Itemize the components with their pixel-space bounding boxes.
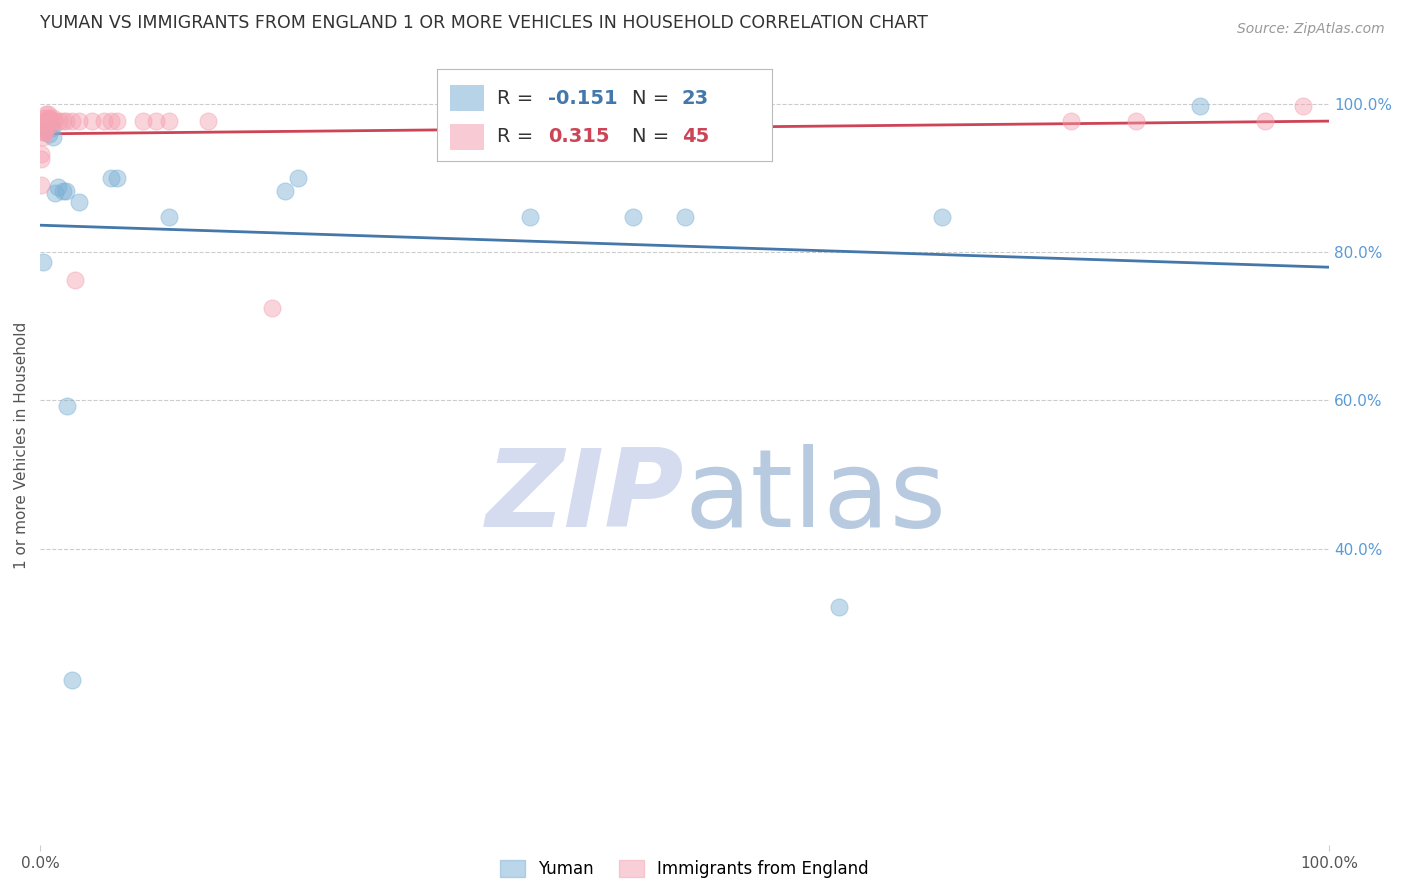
Point xyxy=(38,114,60,128)
Point xyxy=(105,114,128,128)
Point xyxy=(931,211,953,225)
Point xyxy=(100,171,122,186)
Point xyxy=(34,121,56,136)
Point xyxy=(60,114,83,128)
Point xyxy=(55,114,77,128)
Point xyxy=(738,114,761,128)
Point xyxy=(31,118,53,132)
Point xyxy=(42,114,65,128)
Point xyxy=(1254,114,1277,128)
Point xyxy=(34,125,56,139)
Point xyxy=(100,114,122,128)
Point xyxy=(31,125,53,139)
Point xyxy=(494,114,516,128)
Point xyxy=(30,178,52,193)
Text: YUMAN VS IMMIGRANTS FROM ENGLAND 1 OR MORE VEHICLES IN HOUSEHOLD CORRELATION CHA: YUMAN VS IMMIGRANTS FROM ENGLAND 1 OR MO… xyxy=(39,14,928,32)
Point xyxy=(30,146,52,161)
Point xyxy=(287,171,309,186)
Point xyxy=(519,211,541,225)
Point xyxy=(63,273,86,287)
Point xyxy=(1292,99,1315,113)
Point xyxy=(38,111,60,125)
Text: atlas: atlas xyxy=(685,444,946,550)
Point xyxy=(31,254,53,268)
Point xyxy=(621,211,644,225)
Point xyxy=(46,180,69,194)
Point xyxy=(55,184,77,198)
Point xyxy=(37,111,59,125)
Point xyxy=(157,211,180,225)
Point xyxy=(44,114,66,128)
Point xyxy=(262,301,284,316)
Point xyxy=(828,599,851,614)
Point xyxy=(42,130,65,145)
Point xyxy=(37,107,59,121)
Point xyxy=(35,123,58,137)
Point xyxy=(67,114,90,128)
Point xyxy=(80,114,103,128)
Point xyxy=(35,114,58,128)
Point xyxy=(41,120,63,135)
Point xyxy=(35,114,58,128)
Point xyxy=(35,107,58,121)
Point xyxy=(30,153,52,167)
Point xyxy=(67,194,90,209)
Point xyxy=(105,171,128,186)
Y-axis label: 1 or more Vehicles in Household: 1 or more Vehicles in Household xyxy=(14,321,30,568)
Point xyxy=(145,114,167,128)
Point xyxy=(38,127,60,141)
Point xyxy=(52,184,75,198)
Point xyxy=(31,130,53,145)
Point xyxy=(42,111,65,125)
Text: ZIP: ZIP xyxy=(486,444,685,550)
Point xyxy=(197,114,219,128)
Point xyxy=(48,114,70,128)
Point xyxy=(32,111,55,125)
Point xyxy=(1189,99,1212,113)
Point xyxy=(52,114,75,128)
Point xyxy=(274,184,297,198)
Point xyxy=(132,114,155,128)
Point xyxy=(1125,114,1147,128)
Point xyxy=(56,399,79,413)
Point xyxy=(673,211,696,225)
Legend: Yuman, Immigrants from England: Yuman, Immigrants from England xyxy=(494,854,876,885)
Text: Source: ZipAtlas.com: Source: ZipAtlas.com xyxy=(1237,22,1385,37)
Point xyxy=(157,114,180,128)
Point xyxy=(39,118,62,132)
Point xyxy=(32,114,55,128)
Point xyxy=(1060,114,1083,128)
Point xyxy=(60,673,83,687)
Point xyxy=(32,125,55,139)
Point xyxy=(44,186,66,200)
Point xyxy=(39,114,62,128)
Point xyxy=(93,114,115,128)
Point xyxy=(34,118,56,132)
